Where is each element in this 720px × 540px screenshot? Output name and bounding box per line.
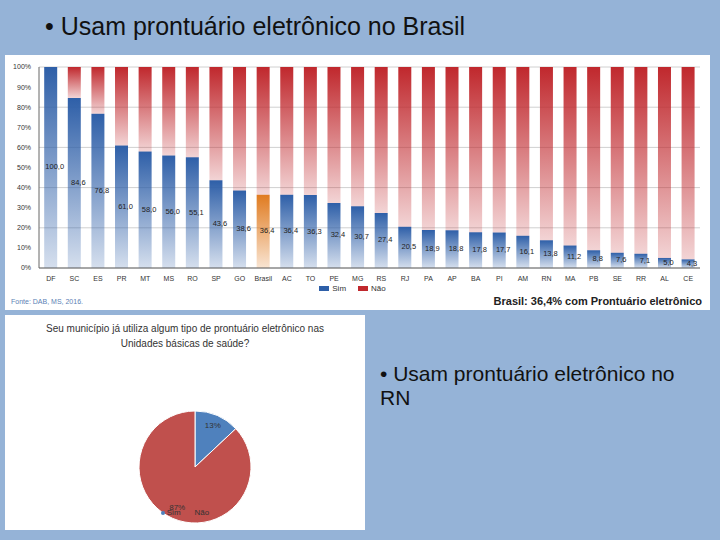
- svg-text:BA: BA: [471, 275, 481, 282]
- svg-text:AC: AC: [282, 275, 292, 282]
- svg-text:Brasil: Brasil: [255, 275, 273, 282]
- svg-text:58,0: 58,0: [142, 205, 157, 214]
- svg-text:56,0: 56,0: [165, 207, 180, 216]
- svg-text:17,8: 17,8: [472, 245, 487, 254]
- svg-text:18,8: 18,8: [449, 244, 464, 253]
- svg-text:4,3: 4,3: [687, 259, 697, 268]
- svg-text:76,8: 76,8: [95, 186, 110, 195]
- svg-text:30,7: 30,7: [354, 232, 369, 241]
- svg-text:80%: 80%: [17, 104, 31, 111]
- svg-text:100,0: 100,0: [45, 162, 64, 171]
- svg-text:30%: 30%: [17, 204, 31, 211]
- svg-text:61,0: 61,0: [118, 202, 133, 211]
- svg-text:PA: PA: [424, 275, 433, 282]
- svg-text:36,4: 36,4: [283, 226, 298, 235]
- svg-text:MS: MS: [164, 275, 175, 282]
- svg-text:55,1: 55,1: [189, 208, 204, 217]
- svg-text:43,6: 43,6: [213, 219, 228, 228]
- svg-text:16,1: 16,1: [520, 247, 535, 256]
- svg-text:100%: 100%: [13, 63, 31, 70]
- svg-text:36,3: 36,3: [307, 227, 322, 236]
- svg-text:11,2: 11,2: [567, 252, 581, 261]
- svg-text:60%: 60%: [17, 144, 31, 151]
- svg-text:MG: MG: [352, 275, 363, 282]
- svg-text:27,4: 27,4: [378, 235, 393, 244]
- svg-text:SP: SP: [211, 275, 221, 282]
- svg-text:RS: RS: [376, 275, 386, 282]
- svg-text:20%: 20%: [17, 224, 31, 231]
- svg-text:87%: 87%: [169, 503, 185, 512]
- svg-text:PE: PE: [329, 275, 339, 282]
- svg-text:0%: 0%: [21, 264, 31, 271]
- svg-text:TO: TO: [306, 275, 316, 282]
- svg-text:90%: 90%: [17, 84, 31, 91]
- svg-text:RJ: RJ: [401, 275, 410, 282]
- svg-text:RR: RR: [636, 275, 646, 282]
- svg-text:70%: 70%: [17, 124, 31, 131]
- svg-text:84,6: 84,6: [71, 178, 86, 187]
- svg-text:PR: PR: [117, 275, 127, 282]
- svg-text:RO: RO: [187, 275, 198, 282]
- svg-text:ES: ES: [93, 275, 103, 282]
- svg-text:AM: AM: [518, 275, 529, 282]
- svg-text:MT: MT: [140, 275, 151, 282]
- svg-text:DF: DF: [46, 275, 55, 282]
- svg-text:8,8: 8,8: [592, 254, 602, 263]
- svg-text:13,8: 13,8: [543, 249, 558, 258]
- svg-text:13%: 13%: [205, 421, 221, 430]
- svg-text:PB: PB: [589, 275, 599, 282]
- svg-text:10%: 10%: [17, 244, 31, 251]
- svg-text:CE: CE: [683, 275, 693, 282]
- svg-text:MA: MA: [565, 275, 576, 282]
- svg-text:32,4: 32,4: [331, 230, 346, 239]
- svg-text:50%: 50%: [17, 164, 31, 171]
- svg-text:SE: SE: [613, 275, 623, 282]
- svg-text:7,1: 7,1: [640, 256, 650, 265]
- svg-text:40%: 40%: [17, 184, 31, 191]
- svg-text:5,0: 5,0: [663, 258, 673, 267]
- svg-text:PI: PI: [496, 275, 503, 282]
- svg-text:17,7: 17,7: [496, 245, 511, 254]
- svg-text:36,4: 36,4: [260, 226, 275, 235]
- svg-text:38,6: 38,6: [236, 224, 251, 233]
- svg-text:GO: GO: [234, 275, 245, 282]
- svg-text:18,9: 18,9: [425, 244, 440, 253]
- svg-text:SC: SC: [70, 275, 80, 282]
- svg-text:RN: RN: [541, 275, 551, 282]
- svg-text:AP: AP: [447, 275, 457, 282]
- svg-text:7,6: 7,6: [616, 255, 626, 264]
- svg-text:20,5: 20,5: [401, 242, 416, 251]
- svg-text:AL: AL: [660, 275, 669, 282]
